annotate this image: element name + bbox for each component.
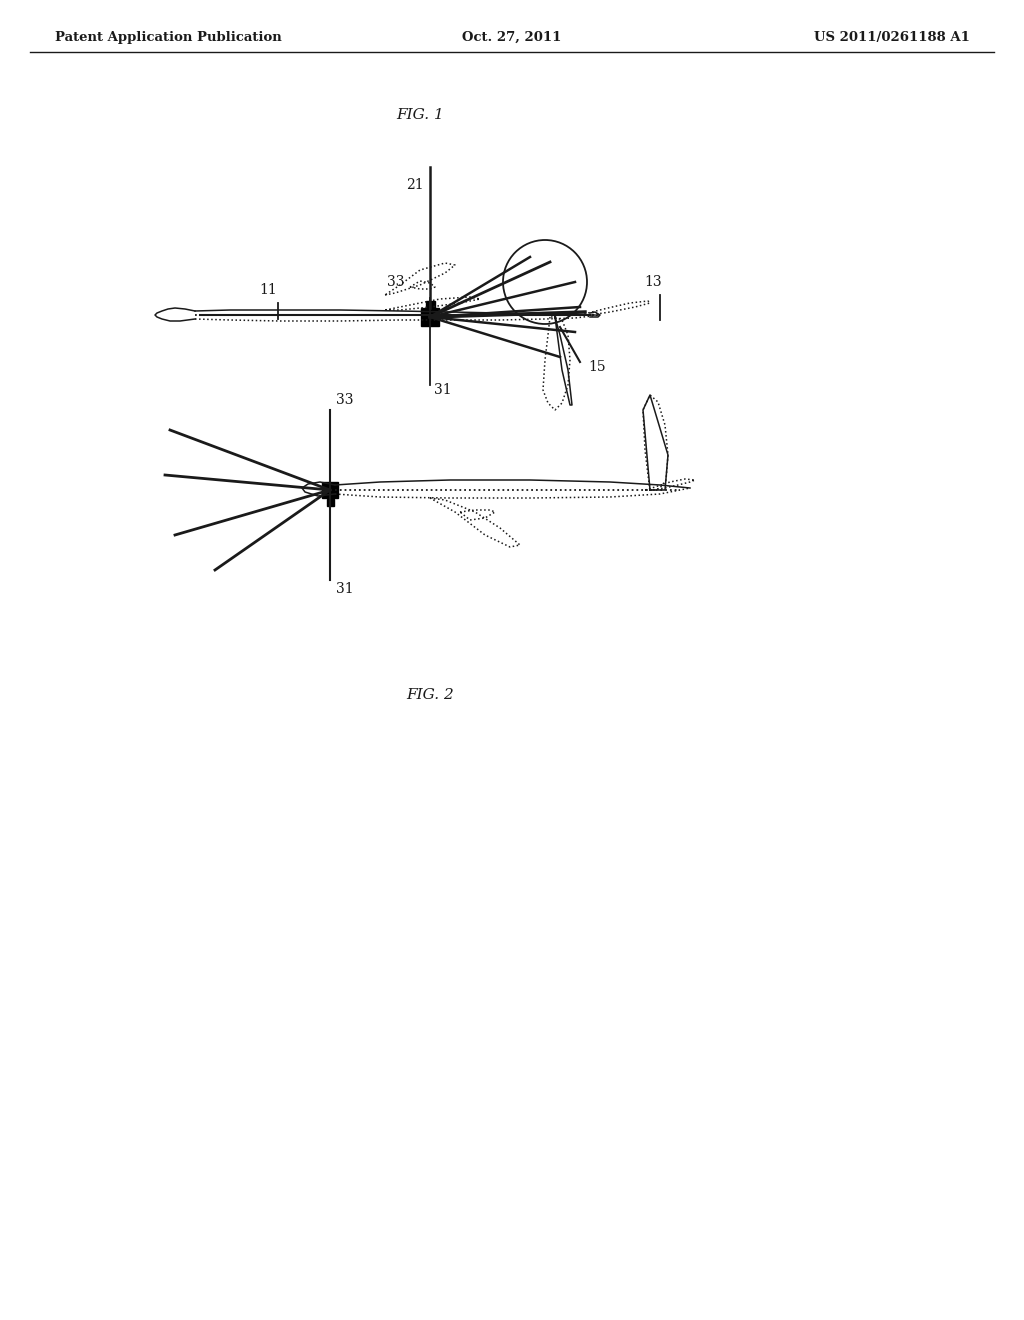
Polygon shape (421, 308, 439, 326)
Text: FIG. 1: FIG. 1 (396, 108, 443, 121)
Text: 13: 13 (644, 275, 662, 289)
Text: 15: 15 (588, 360, 605, 374)
Text: Patent Application Publication: Patent Application Publication (55, 30, 282, 44)
Polygon shape (327, 499, 334, 506)
Text: Oct. 27, 2011: Oct. 27, 2011 (462, 30, 562, 44)
Text: 31: 31 (434, 383, 452, 397)
Text: 33: 33 (387, 275, 406, 289)
Text: US 2011/0261188 A1: US 2011/0261188 A1 (814, 30, 970, 44)
Text: 33: 33 (336, 393, 353, 407)
Polygon shape (426, 301, 435, 308)
Polygon shape (322, 482, 338, 498)
Text: 31: 31 (336, 582, 353, 597)
Text: 21: 21 (407, 178, 424, 191)
Text: 11: 11 (259, 282, 276, 297)
Text: FIG. 2: FIG. 2 (407, 688, 454, 702)
